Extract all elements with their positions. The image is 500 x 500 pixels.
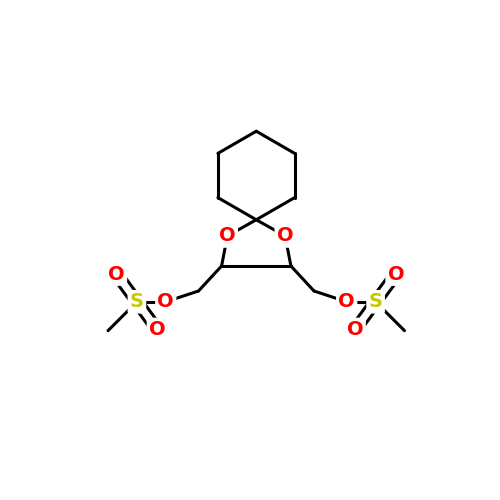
Text: S: S [130, 292, 144, 312]
Text: O: O [149, 320, 166, 339]
Text: O: O [277, 226, 293, 246]
Text: S: S [368, 292, 382, 312]
Text: O: O [338, 292, 355, 312]
Text: O: O [108, 264, 125, 283]
Text: O: O [388, 264, 404, 283]
Text: O: O [219, 226, 236, 246]
Text: O: O [158, 292, 174, 312]
Text: O: O [347, 320, 364, 339]
